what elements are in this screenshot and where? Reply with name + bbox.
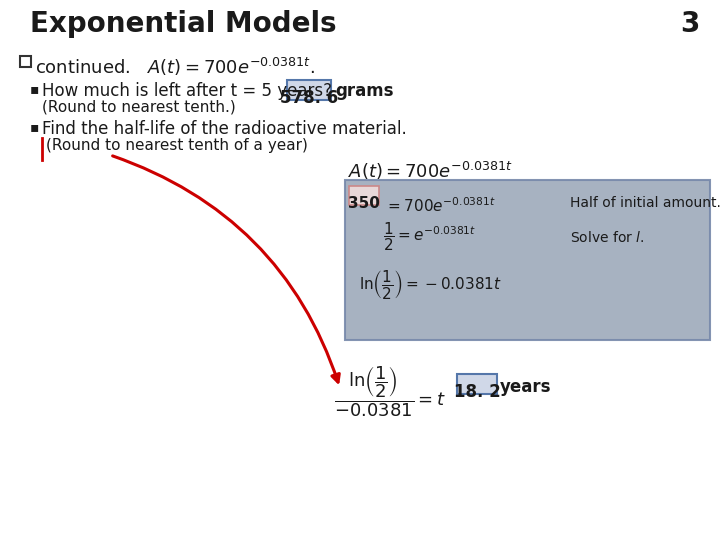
Text: 578. 6: 578. 6 xyxy=(280,89,338,107)
Text: (Round to nearest tenth.): (Round to nearest tenth.) xyxy=(42,100,235,115)
Text: grams: grams xyxy=(335,82,394,100)
Text: $A(t) = 700e^{-0.0381t}$: $A(t) = 700e^{-0.0381t}$ xyxy=(348,160,513,182)
Text: (Round to nearest tenth of a year): (Round to nearest tenth of a year) xyxy=(46,138,308,153)
Text: Half of initial amount.: Half of initial amount. xyxy=(570,196,720,210)
Text: ▪: ▪ xyxy=(30,120,40,134)
FancyBboxPatch shape xyxy=(287,80,331,100)
Text: $\ln\!\left(\dfrac{1}{2}\right) = -0.0381t$: $\ln\!\left(\dfrac{1}{2}\right) = -0.038… xyxy=(359,268,501,301)
FancyBboxPatch shape xyxy=(349,186,379,205)
FancyBboxPatch shape xyxy=(345,180,710,340)
Text: How much is left after t = 5 years?: How much is left after t = 5 years? xyxy=(42,82,332,100)
FancyArrowPatch shape xyxy=(112,156,339,382)
Text: 18. 2: 18. 2 xyxy=(454,383,500,401)
Text: $\dfrac{1}{2} = e^{-0.0381t}$: $\dfrac{1}{2} = e^{-0.0381t}$ xyxy=(383,220,477,253)
Text: Solve for $l$.: Solve for $l$. xyxy=(570,230,644,245)
Text: 3: 3 xyxy=(680,10,700,38)
Text: 350: 350 xyxy=(348,196,380,211)
Text: years: years xyxy=(500,378,552,396)
Text: ▪: ▪ xyxy=(30,82,40,96)
Text: $\dfrac{\ln\!\left(\dfrac{1}{2}\right)}{-0.0381} = t$: $\dfrac{\ln\!\left(\dfrac{1}{2}\right)}{… xyxy=(334,365,446,419)
Text: Find the half-life of the radioactive material.: Find the half-life of the radioactive ma… xyxy=(42,120,407,138)
FancyBboxPatch shape xyxy=(457,374,497,394)
Text: continued.   $A(t) = 700e^{-0.0381t}$.: continued. $A(t) = 700e^{-0.0381t}$. xyxy=(35,56,315,78)
FancyBboxPatch shape xyxy=(20,56,31,67)
Text: $= 700e^{-0.0381t}$: $= 700e^{-0.0381t}$ xyxy=(385,196,496,215)
Text: Exponential Models: Exponential Models xyxy=(30,10,337,38)
